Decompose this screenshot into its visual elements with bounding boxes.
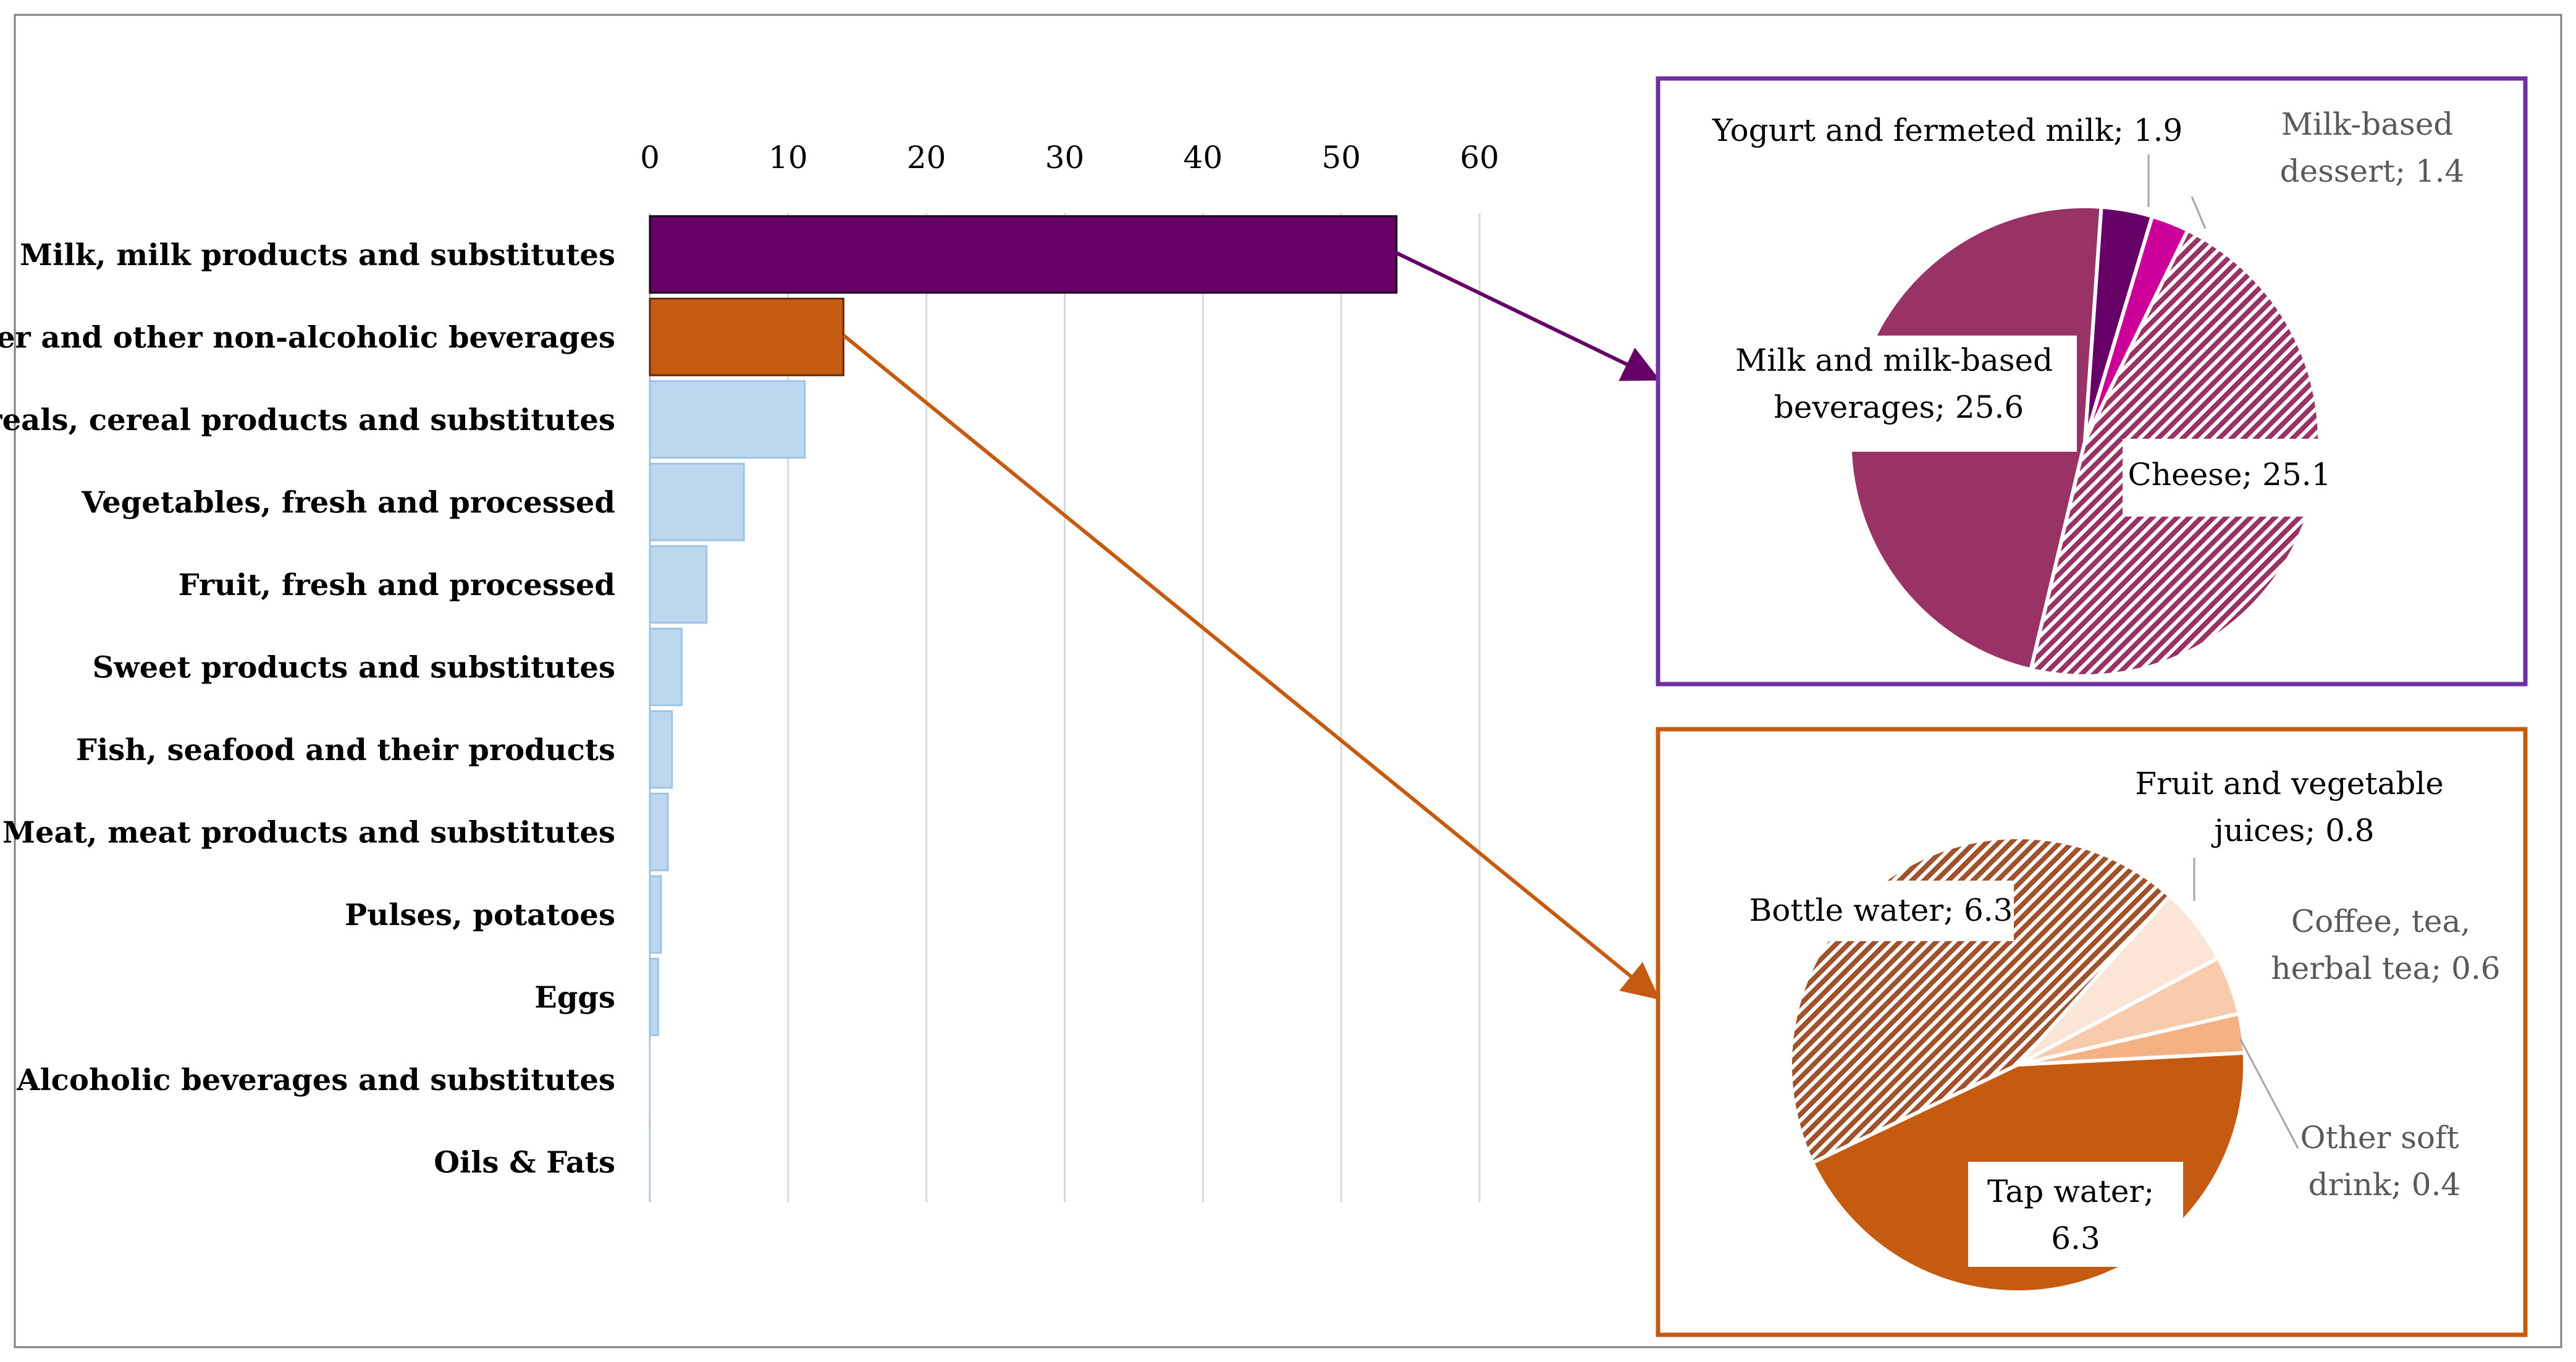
bar-ticks: 0 10 20 30 40 50 60 xyxy=(640,140,1499,176)
label-coffee-tea-line2: herbal tea; 0.6 xyxy=(2271,950,2500,986)
label-milk-beverages-line1: Milk and milk-based xyxy=(1735,342,2053,378)
milk-connector-arrow xyxy=(1394,250,1661,381)
label-cheese: Cheese; 25.1 xyxy=(2128,457,2331,493)
bar-chart: 0 10 20 30 40 50 60 Milk, milk products and su… xyxy=(0,140,1499,1202)
label-soft-drink: Other soft drink; 0.4 xyxy=(2300,1120,2469,1203)
milk-pie-labels: Yogurt and fermeted milk; 1.9 Milk-based… xyxy=(1712,106,2464,517)
x-tick-label: 50 xyxy=(1321,140,1361,176)
label-juices-line1: Fruit and vegetable xyxy=(2135,766,2444,802)
category-label-fruit-fresh-and-processed: Fruit, fresh and processed xyxy=(179,568,615,603)
category-label-vegetables-fresh-and-processed: Vegetables, fresh and processed xyxy=(81,485,615,520)
label-tap-water-line1: Tap water; xyxy=(1987,1174,2154,1209)
dessert-leader-line xyxy=(2191,196,2207,229)
x-tick-label: 20 xyxy=(907,140,946,176)
bar-milk-milk-products-and-substitutes xyxy=(649,215,1398,294)
bar-pulses-potatoes xyxy=(649,875,662,954)
category-label-alcoholic-beverages-and-substitutes: Alcoholic beverages and substitutes xyxy=(16,1063,615,1098)
label-juices: Fruit and vegetable juices; 0.8 xyxy=(2135,766,2454,848)
water-connector-arrow xyxy=(843,334,1660,1000)
bottle-water-label-box xyxy=(1748,881,2014,941)
water-pie-panel: Fruit and vegetable juices; 0.8 Coffee, … xyxy=(1656,727,2528,1337)
milk-beverages-label-box xyxy=(1733,336,2077,452)
category-label-cereals-cereal-products-and-substitutes: Cereals, cereal products and substitutes xyxy=(0,403,615,438)
bar-fish-seafood-and-their-products xyxy=(649,710,673,789)
category-label-oils-fats: Oils & Fats xyxy=(434,1145,615,1180)
x-tick-label: 0 xyxy=(640,140,660,176)
label-milk-beverages: Milk and milk-based beverages; 25.6 xyxy=(1735,342,2063,425)
category-label-pulses-potatoes: Pulses, potatoes xyxy=(345,898,615,933)
label-juices-line2: juices; 0.8 xyxy=(2211,813,2374,848)
bar-cereals-cereal-products-and-substitutes xyxy=(649,380,806,459)
label-yogurt: Yogurt and fermeted milk; 1.9 xyxy=(1712,112,2182,148)
bar-fruit-fresh-and-processed xyxy=(649,545,708,624)
x-tick-label: 60 xyxy=(1460,140,1499,176)
label-dessert-line2: dessert; 1.4 xyxy=(2280,153,2465,189)
bar-labels: Milk, milk products and substitutes Water… xyxy=(0,238,615,1180)
bar-sweet-products-and-substitutes xyxy=(649,627,683,706)
label-coffee-tea: Coffee, tea, herbal tea; 0.6 xyxy=(2271,903,2500,986)
bar-grid xyxy=(649,213,1481,1202)
label-soft-drink-line1: Other soft xyxy=(2300,1120,2459,1156)
category-label-eggs: Eggs xyxy=(534,980,615,1015)
category-label-fish-seafood-and-their-products: Fish, seafood and their products xyxy=(76,733,615,768)
cheese-label-box xyxy=(2123,439,2336,517)
bar-vegetables-fresh-and-processed xyxy=(649,462,745,541)
category-label-water-and-other-non-alcoholic-beverages: Water and other non-alcoholic beverages xyxy=(0,320,615,355)
category-label-sweet-products-and-substitutes: Sweet products and substitutes xyxy=(93,650,615,685)
milk-pie-panel: Yogurt and fermeted milk; 1.9 Milk-based… xyxy=(1656,76,2528,687)
category-label-milk-milk-products-and-substitutes: Milk, milk products and substitutes xyxy=(20,238,615,273)
x-tick-label: 10 xyxy=(768,140,808,176)
bar-water-and-other-non-alcoholic-beverages xyxy=(649,297,844,376)
category-label-meat-meat-products-and-substitutes: Meat, meat products and substitutes xyxy=(2,815,615,850)
bar-eggs xyxy=(649,957,659,1036)
label-dessert: Milk-based dessert; 1.4 xyxy=(2280,106,2465,189)
label-tap-water: Tap water; 6.3 xyxy=(1987,1174,2164,1256)
water-pie-labels: Fruit and vegetable juices; 0.8 Coffee, … xyxy=(1748,766,2501,1267)
soft-drink-leader-line xyxy=(2239,1038,2299,1149)
label-milk-beverages-line2: beverages; 25.6 xyxy=(1774,389,2024,425)
bar-meat-meat-products-and-substitutes xyxy=(649,792,669,871)
tap-water-label-box xyxy=(1968,1162,2183,1267)
x-tick-label: 30 xyxy=(1045,140,1085,176)
label-tap-water-line2: 6.3 xyxy=(2051,1220,2100,1256)
label-bottle-water: Bottle water; 6.3 xyxy=(1749,892,2013,928)
label-soft-drink-line2: drink; 0.4 xyxy=(2309,1167,2461,1203)
x-tick-label: 40 xyxy=(1184,140,1223,176)
bar-marks xyxy=(649,215,1398,1201)
figure-border xyxy=(14,14,2562,1348)
label-coffee-tea-line1: Coffee, tea, xyxy=(2291,903,2470,939)
label-dessert-line1: Milk-based xyxy=(2281,106,2454,142)
